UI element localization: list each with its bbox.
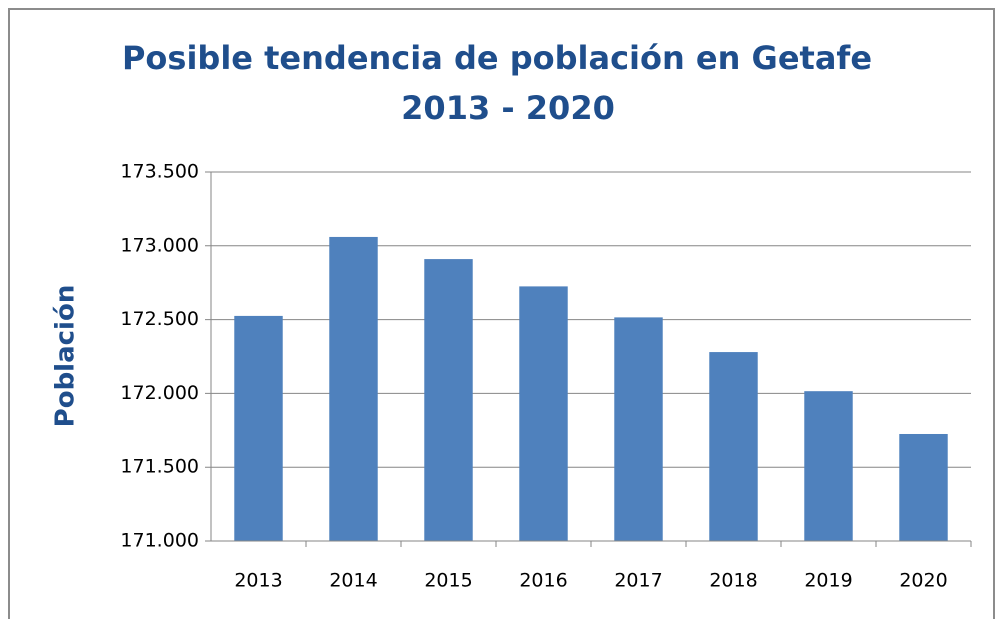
bar — [899, 433, 948, 541]
x-tick-label: 2016 — [519, 570, 567, 592]
bar — [614, 317, 663, 541]
x-tick-label: 2018 — [709, 570, 757, 592]
y-tick-label: 173.500 — [120, 161, 199, 183]
bar — [804, 391, 853, 541]
bar — [234, 315, 283, 541]
bar — [424, 259, 473, 541]
chart-title: Posible tendencia de población en Getafe — [122, 39, 872, 77]
x-tick-label: 2019 — [804, 570, 852, 592]
x-tick-label: 2013 — [234, 570, 282, 592]
y-tick-label: 171.500 — [120, 456, 199, 478]
y-tick-label: 171.000 — [120, 530, 199, 552]
x-tick-label: 2017 — [614, 570, 662, 592]
y-tick-label: 172.000 — [120, 382, 199, 404]
bar — [329, 236, 378, 541]
chart-title: 2013 - 2020 — [401, 89, 615, 127]
y-axis-label: Población — [51, 285, 81, 428]
bar — [519, 286, 568, 541]
x-tick-label: 2014 — [329, 570, 377, 592]
x-tick-label: 2020 — [899, 570, 947, 592]
y-tick-label: 172.500 — [120, 308, 199, 330]
y-tick-label: 173.000 — [120, 234, 199, 256]
x-tick-label: 2015 — [424, 570, 472, 592]
bar — [709, 352, 758, 541]
